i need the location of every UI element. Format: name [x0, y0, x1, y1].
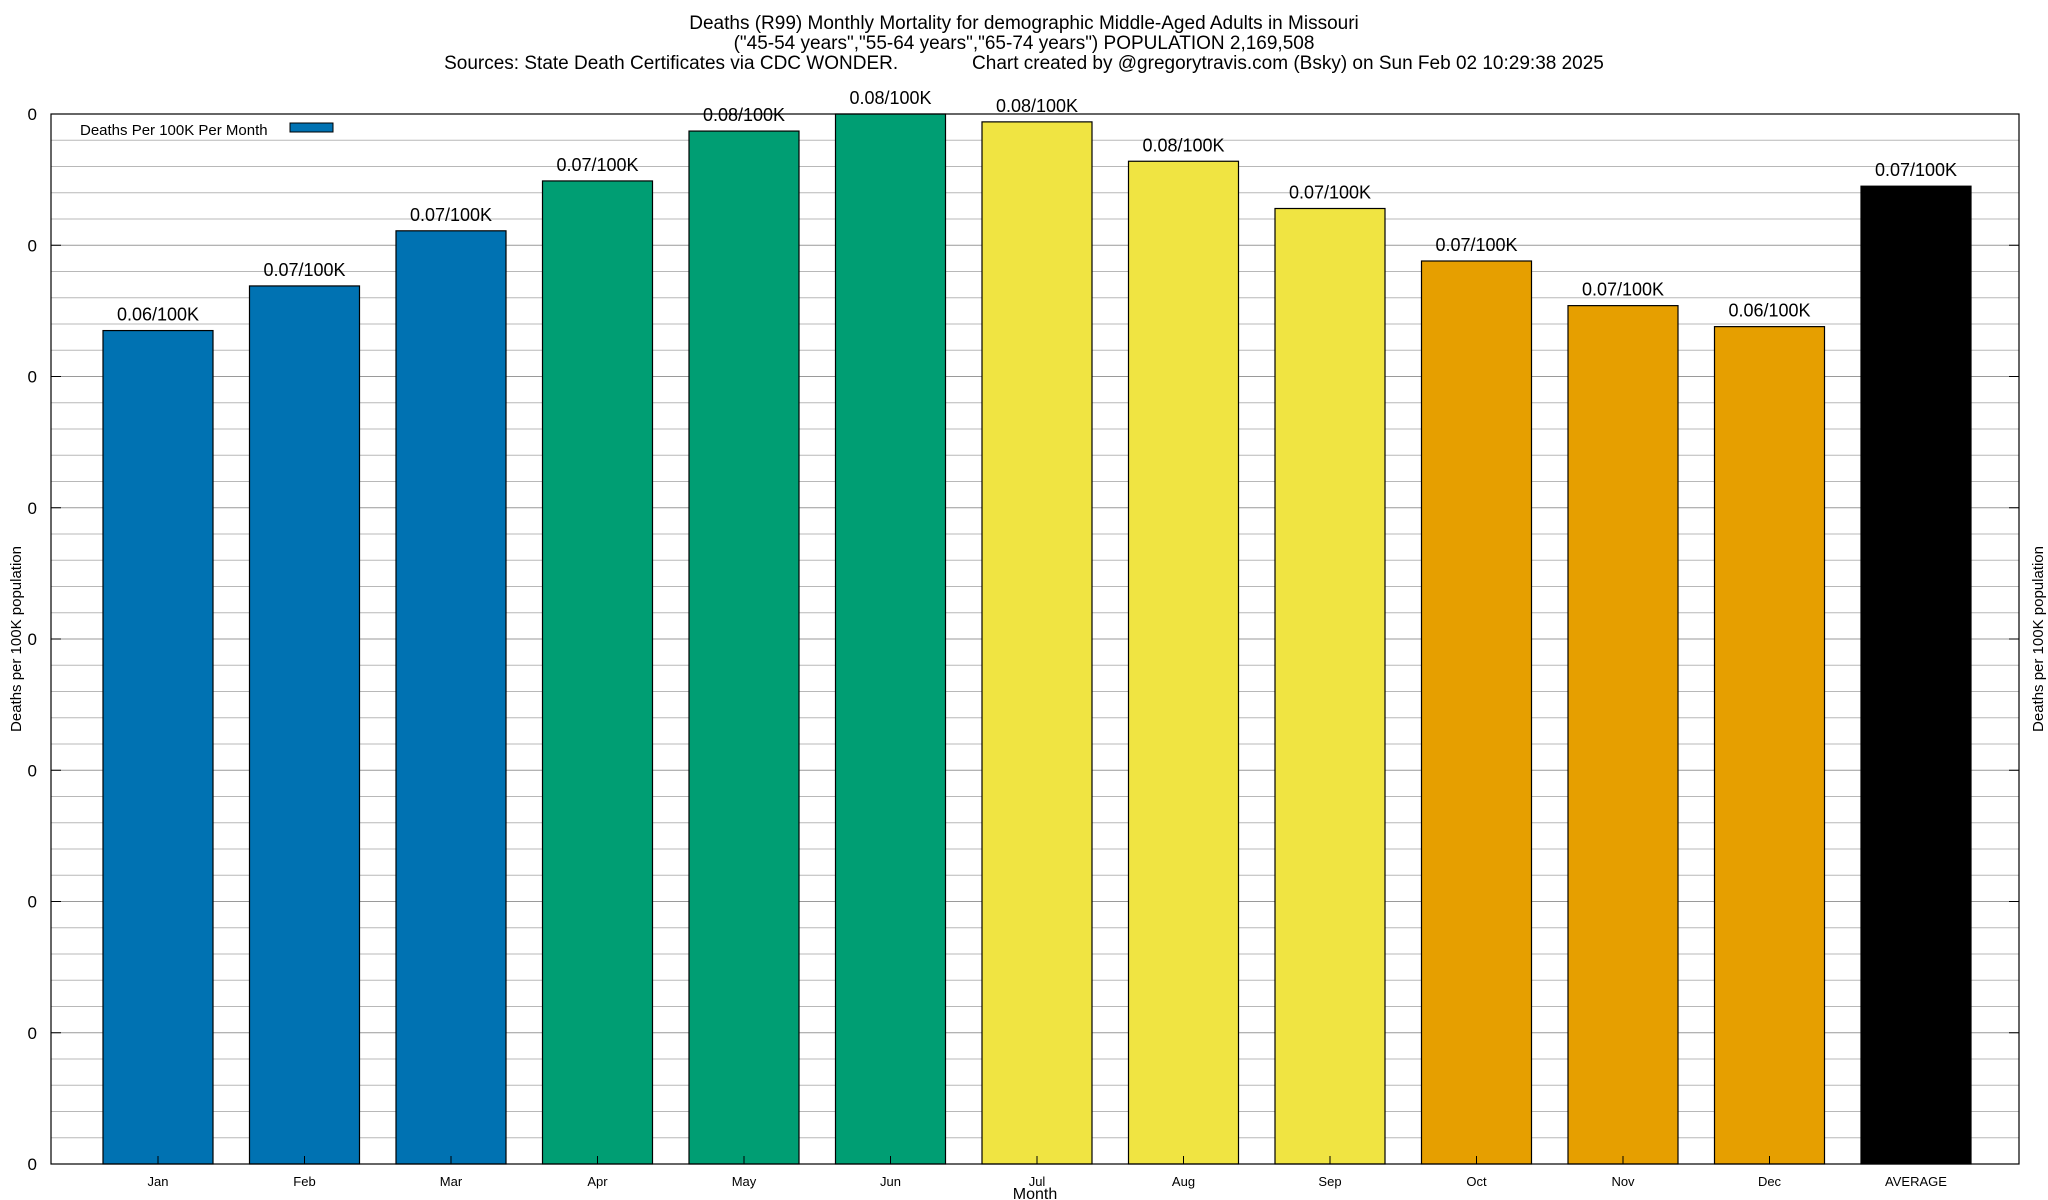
y-tick-label: 0: [28, 1155, 37, 1174]
data-labels: 0.06/100K 0.07/100K 0.07/100K 0.07/100K 0.08…: [117, 88, 1957, 325]
bar-may: [688, 130, 800, 1165]
x-tick-label: May: [732, 1174, 757, 1189]
x-tick-label: Dec: [1758, 1174, 1782, 1189]
y-tick-label: 0: [28, 236, 37, 255]
x-tick-label: Jun: [880, 1174, 901, 1189]
x-tick-label: Aug: [1172, 1174, 1195, 1189]
data-label: 0.07/100K: [410, 205, 492, 225]
data-label: 0.07/100K: [556, 155, 638, 175]
chart-source-line: Sources: State Death Certificates via CD…: [444, 53, 1604, 74]
y-tick-label: 0: [28, 368, 37, 387]
y2-axis-label: Deaths per 100K population: [2030, 546, 2047, 732]
legend: Deaths Per 100K Per Month: [80, 122, 334, 139]
data-label: 0.07/100K: [1289, 183, 1371, 203]
bar-jan: [102, 329, 214, 1165]
chart-subtitle: ("45-54 years","55-64 years","65-74 year…: [733, 33, 1315, 54]
data-label: 0.07/100K: [263, 260, 345, 280]
x-tick-label: AVERAGE: [1885, 1174, 1947, 1189]
bar-jul: [981, 121, 1093, 1165]
y-tick-label: 0: [28, 630, 37, 649]
x-tick-label: Apr: [587, 1174, 608, 1189]
data-label: 0.07/100K: [1582, 280, 1664, 300]
data-label: 0.08/100K: [1142, 135, 1224, 155]
x-tick-label: Jan: [148, 1174, 169, 1189]
chart-title: Deaths (R99) Monthly Mortality for demog…: [689, 13, 1359, 34]
y-tick-label: 0: [28, 761, 37, 780]
y-tick-label: 0: [28, 105, 37, 124]
data-label: 0.08/100K: [849, 88, 931, 108]
bar-average: [1860, 185, 1972, 1165]
data-label: 0.07/100K: [1435, 235, 1517, 255]
y-tick-label: 0: [28, 893, 37, 912]
x-tick-label: Feb: [293, 1174, 315, 1189]
x-tick-label: Nov: [1611, 1174, 1635, 1189]
data-label: 0.06/100K: [1728, 301, 1810, 321]
data-label: 0.08/100K: [703, 105, 785, 125]
data-label: 0.07/100K: [1875, 160, 1957, 180]
bar-mar: [395, 230, 507, 1165]
bar-apr: [541, 180, 654, 1165]
data-label: 0.08/100K: [996, 96, 1078, 116]
y-tick-label: 0: [28, 499, 37, 518]
legend-label: Deaths Per 100K Per Month: [80, 122, 268, 139]
bar-sep: [1274, 207, 1386, 1165]
bar-aug: [1127, 160, 1240, 1165]
y-axis-label: Deaths per 100K population: [8, 546, 25, 732]
x-tick-label: Sep: [1318, 1174, 1341, 1189]
plot-frame: [50, 113, 2020, 1165]
bar-oct: [1420, 260, 1533, 1165]
y-tick-label: 0: [28, 1024, 37, 1043]
bar-feb: [248, 285, 361, 1165]
legend-swatch: [289, 122, 334, 133]
axes: 0 0 0 0 0 0 0 0 0 Jan Feb Mar Apr May Jun Jul Aug Sep Oct N…: [8, 105, 2047, 1200]
x-tick-label: Mar: [440, 1174, 463, 1189]
x-tick-label: Oct: [1466, 1174, 1487, 1189]
x-axis-label: Month: [1013, 1186, 1057, 1200]
bars: [102, 113, 1972, 1165]
bar-dec: [1713, 326, 1826, 1165]
bar-jun: [834, 113, 947, 1165]
data-label: 0.06/100K: [117, 305, 199, 325]
bar-nov: [1567, 305, 1679, 1165]
x-tick-label: Jul: [1029, 1174, 1046, 1189]
